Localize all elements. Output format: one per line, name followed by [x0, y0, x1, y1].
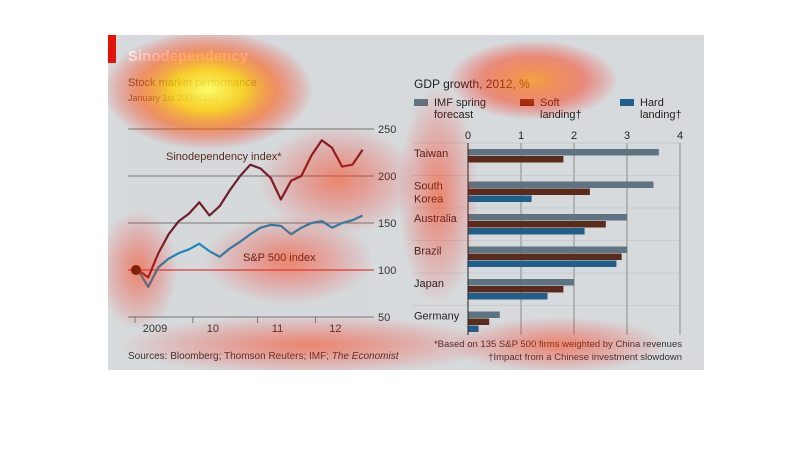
- sources-label: Sources: Bloomberg; Thomson Reuters; IMF…: [128, 351, 330, 362]
- legend-swatch: [620, 99, 634, 106]
- bar: [468, 228, 585, 235]
- chart-figure: Sinodependency Stock market performance …: [108, 35, 704, 370]
- bar: [468, 311, 500, 318]
- footnote-dagger: †Impact from a Chinese investment slowdo…: [488, 352, 682, 363]
- bar: [468, 214, 627, 221]
- x-tick-label: 10: [207, 323, 219, 335]
- x-tick-label: 1: [518, 130, 524, 142]
- bar: [468, 279, 574, 286]
- y-tick-label: 200: [378, 171, 396, 183]
- x-tick-label: 11: [272, 323, 283, 335]
- legend-swatch: [414, 99, 428, 106]
- footnote-star: *Based on 135 S&P 500 firms weighted by …: [433, 339, 682, 350]
- category-label: Germany: [414, 311, 460, 323]
- category-label: Korea: [414, 194, 444, 206]
- bar: [468, 181, 654, 188]
- bar: [468, 293, 548, 300]
- legend-swatch: [520, 99, 534, 106]
- baseline-start-dot: [131, 265, 141, 275]
- bar: [468, 286, 564, 293]
- series-label-sp500: S&P 500 index: [243, 252, 316, 264]
- legend-label: Soft: [540, 97, 560, 109]
- x-tick-label: 2009: [143, 323, 167, 335]
- stock-line-chart: 250 200 150 100 50 2009 10 11 12 Sinodependency i…: [128, 124, 396, 335]
- gdp-bar-chart: IMF springforecastSoftlanding†Hardlandin…: [412, 97, 683, 335]
- bar: [468, 318, 490, 325]
- bar: [468, 325, 479, 332]
- bar: [468, 149, 659, 156]
- x-tick-label: 2: [571, 130, 577, 142]
- bar: [468, 221, 606, 228]
- y-tick-label: 250: [378, 124, 396, 136]
- y-tick-label: 150: [378, 218, 396, 230]
- category-label: South: [414, 181, 443, 193]
- x-tick-label: 4: [677, 130, 683, 142]
- legend-label: landing†: [540, 109, 582, 121]
- x-tick-label: 0: [465, 130, 471, 142]
- category-label: Australia: [414, 213, 458, 225]
- x-tick-label: 3: [624, 130, 630, 142]
- x-tick-label: 12: [329, 323, 341, 335]
- category-label: Japan: [414, 278, 444, 290]
- legend-label: Hard: [640, 97, 664, 109]
- series-label-sinodependency: Sinodependency index*: [166, 151, 282, 163]
- y-tick-label: 50: [378, 312, 390, 324]
- legend-label: IMF spring: [434, 97, 486, 109]
- bar: [468, 156, 564, 163]
- sources-text: Sources: Bloomberg; Thomson Reuters; IMF…: [128, 351, 399, 362]
- category-label: Taiwan: [414, 148, 448, 160]
- y-tick-label: 100: [378, 265, 396, 277]
- bar: [468, 195, 532, 202]
- bar: [468, 260, 617, 267]
- legend-label: landing†: [640, 109, 682, 121]
- bar: [468, 188, 590, 195]
- sources-italic: The Economist: [331, 351, 399, 362]
- category-label: Brazil: [414, 246, 442, 258]
- bar: [468, 253, 622, 260]
- bar: [468, 246, 627, 253]
- legend-label: forecast: [434, 109, 473, 121]
